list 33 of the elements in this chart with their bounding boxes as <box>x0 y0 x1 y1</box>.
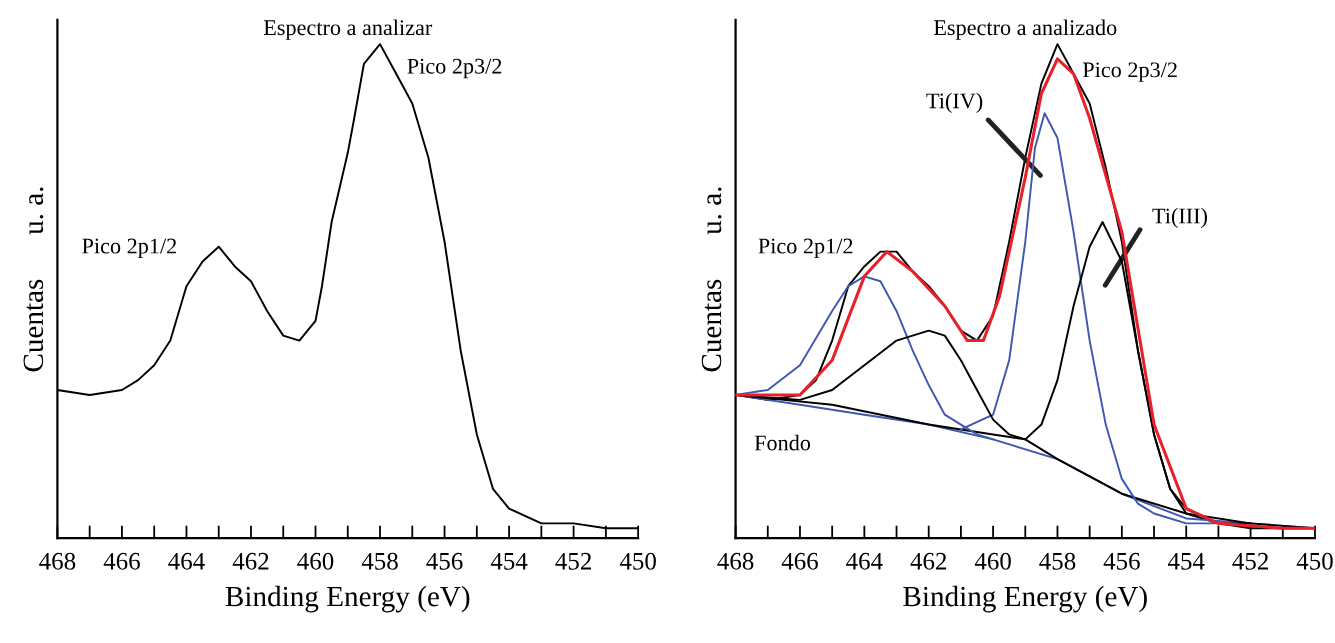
annotation: Ti(IV) <box>926 92 983 113</box>
x-tick-label: 456 <box>426 552 463 570</box>
chart-title: Espectro a analizar <box>263 19 433 40</box>
annotation: Pico 2p3/2 <box>1082 62 1177 82</box>
x-tick-label: 454 <box>490 552 528 570</box>
x-axis-title: Binding Energy (eV) <box>903 585 1147 613</box>
x-tick-label: 454 <box>1167 552 1205 570</box>
x-tick-label: 464 <box>168 552 205 570</box>
annotation: Pico 2p1/2 <box>758 238 853 259</box>
annotation: Pico 2p3/2 <box>407 58 502 79</box>
y-axis-title: Cuentas u. a. <box>701 187 722 372</box>
x-tick-label: 460 <box>297 552 334 570</box>
chart-title: Espectro a analizado <box>933 19 1117 40</box>
x-tick-label: 456 <box>1103 552 1140 570</box>
x-axis-title: Binding Energy (eV) <box>225 585 470 613</box>
x-tick-label: 466 <box>781 552 818 570</box>
x-tick-label: 468 <box>39 552 76 570</box>
x-tick-label: 462 <box>910 552 947 570</box>
y-axis-title: Cuentas u. a. <box>23 187 44 372</box>
annotation: Fondo <box>754 434 811 451</box>
x-tick-label: 452 <box>1232 552 1268 570</box>
x-tick-label: 468 <box>717 552 754 570</box>
x-tick-label: 458 <box>361 552 398 570</box>
x-tick-label: 460 <box>974 552 1011 570</box>
x-tick-label: 466 <box>103 552 140 570</box>
x-tick-label: 462 <box>232 552 269 570</box>
annotation: Pico 2p1/2 <box>82 238 177 259</box>
annotation: Ti(III) <box>1152 207 1207 228</box>
x-tick-label: 450 <box>619 552 656 570</box>
x-tick-label: 464 <box>846 552 883 570</box>
x-tick-label: 450 <box>1296 552 1333 570</box>
x-tick-label: 452 <box>555 552 591 570</box>
x-tick-label: 458 <box>1039 552 1076 570</box>
